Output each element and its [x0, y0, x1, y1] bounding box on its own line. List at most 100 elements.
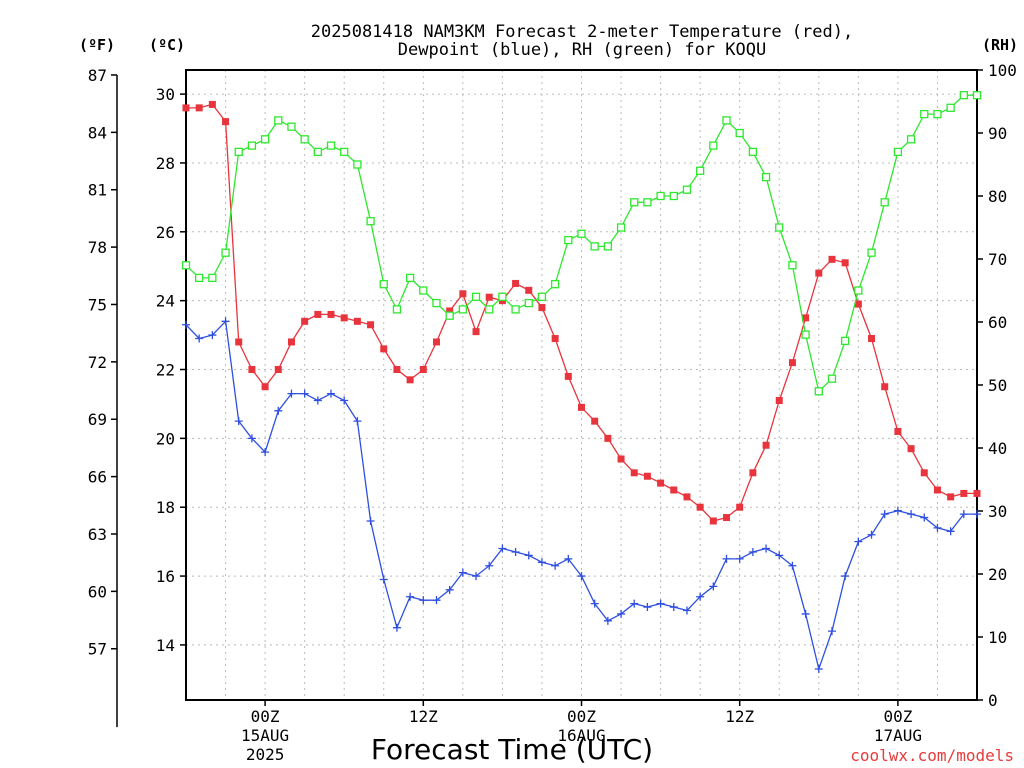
temperature-point: [788, 359, 796, 367]
temperature-point: [248, 366, 256, 374]
rh-point: [405, 273, 415, 283]
rh-point: [880, 198, 889, 207]
dewpoint-point: [841, 572, 850, 581]
rh-point: [195, 273, 204, 283]
temperature-point: [222, 118, 230, 126]
temperature-point: [683, 493, 691, 501]
rh-point: [972, 91, 982, 100]
celsius-tick-label: 22: [156, 361, 175, 380]
temperature-point: [301, 317, 309, 325]
rh-point: [313, 147, 322, 157]
series-group: [181, 91, 982, 674]
x-tick-year-label: 2025: [246, 745, 285, 764]
rh-point: [933, 109, 942, 119]
temperature-point: [446, 307, 454, 315]
temperature-point: [670, 486, 678, 494]
rh-point: [748, 147, 758, 157]
axes: 57 60 63 66 69 72 75 78 81 84 87 14 16 18 20 22 24 26 28 30…: [88, 61, 1017, 764]
temperature-point: [406, 376, 414, 384]
dewpoint-point: [814, 665, 823, 674]
rh-point: [432, 298, 441, 308]
dewpoint-point: [472, 572, 481, 581]
rh-point: [234, 147, 243, 157]
dewpoint-point: [432, 596, 441, 605]
temperature-point: [182, 104, 190, 112]
dewpoint-point: [577, 572, 586, 581]
dewpoint-point: [564, 554, 573, 563]
rh-point: [471, 292, 481, 301]
celsius-tick-label: 18: [156, 498, 175, 517]
temperature-point: [353, 317, 361, 325]
temperature-point: [591, 417, 599, 425]
rh-tick-label: 20: [988, 565, 1007, 584]
fahrenheit-tick-label: 81: [88, 181, 107, 200]
dewpoint-point: [775, 551, 784, 560]
dewpoint-point: [801, 609, 810, 618]
x-tick-label: 00Z: [251, 707, 280, 726]
dewpoint-point: [656, 599, 665, 608]
dewpoint-point: [313, 396, 322, 405]
dewpoint-point: [788, 561, 797, 570]
dewpoint-point: [669, 603, 678, 612]
rh-point: [735, 128, 744, 138]
rh-tick-label: 40: [988, 439, 1007, 458]
temperature-point: [749, 469, 757, 477]
rh-point: [392, 305, 402, 314]
dewpoint-point: [524, 551, 533, 560]
dewpoint-point: [709, 582, 718, 591]
rh-tick-label: 60: [988, 313, 1007, 332]
temperature-point: [854, 300, 862, 308]
rh-point: [181, 261, 191, 270]
rh-point: [854, 286, 863, 295]
temperature-point: [775, 396, 783, 404]
rh-tick-label: 0: [988, 691, 998, 710]
dewpoint-point: [748, 547, 757, 556]
dewpoint-point: [287, 389, 296, 398]
rh-point: [524, 298, 533, 308]
dewpoint-point: [406, 592, 415, 601]
dewpoint-point: [445, 585, 454, 594]
temperature-point: [287, 338, 295, 346]
celsius-tick-label: 16: [156, 567, 175, 586]
dewpoint-point: [854, 537, 863, 546]
rh-point: [485, 305, 494, 314]
fahrenheit-tick-label: 87: [88, 66, 107, 85]
rh-point: [616, 223, 626, 232]
fahrenheit-tick-label: 63: [88, 525, 107, 544]
temperature-point: [657, 479, 665, 487]
rh-point: [353, 160, 362, 169]
rh-point: [893, 147, 903, 157]
temperature-point: [208, 100, 216, 108]
rh-point: [709, 141, 718, 150]
x-tick-date-label: 15AUG: [241, 726, 289, 745]
rh-point: [841, 336, 850, 346]
fahrenheit-tick-label: 75: [88, 295, 107, 314]
dewpoint-point: [973, 510, 981, 519]
dewpoint-point: [603, 616, 612, 625]
temperature-point: [340, 314, 348, 322]
temperature-point: [947, 493, 955, 501]
temperature-point: [393, 366, 401, 374]
temperature-point: [723, 514, 731, 522]
temperature-point: [696, 503, 704, 511]
celsius-tick-label: 26: [156, 223, 175, 242]
temperature-point: [380, 345, 388, 353]
dewpoint-point: [340, 396, 349, 405]
celsius-axis-label: (ºC): [149, 36, 185, 54]
rh-tick-label: 50: [988, 376, 1007, 395]
rh-point: [379, 280, 388, 289]
temperature-point: [485, 293, 493, 301]
dewpoint-point: [274, 406, 283, 415]
temperature-point: [907, 445, 915, 453]
rh-point: [419, 286, 428, 295]
temperature-point: [630, 469, 638, 477]
temperature-point: [960, 489, 968, 497]
dewpoint-point: [920, 513, 929, 522]
temperature-point: [314, 310, 322, 318]
x-tick-date-label: 16AUG: [557, 726, 605, 745]
temperature-point: [459, 290, 467, 298]
fahrenheit-tick-label: 72: [88, 353, 107, 372]
temperature-point: [617, 455, 625, 463]
dewpoint-point: [959, 510, 968, 519]
rh-point: [801, 330, 810, 339]
